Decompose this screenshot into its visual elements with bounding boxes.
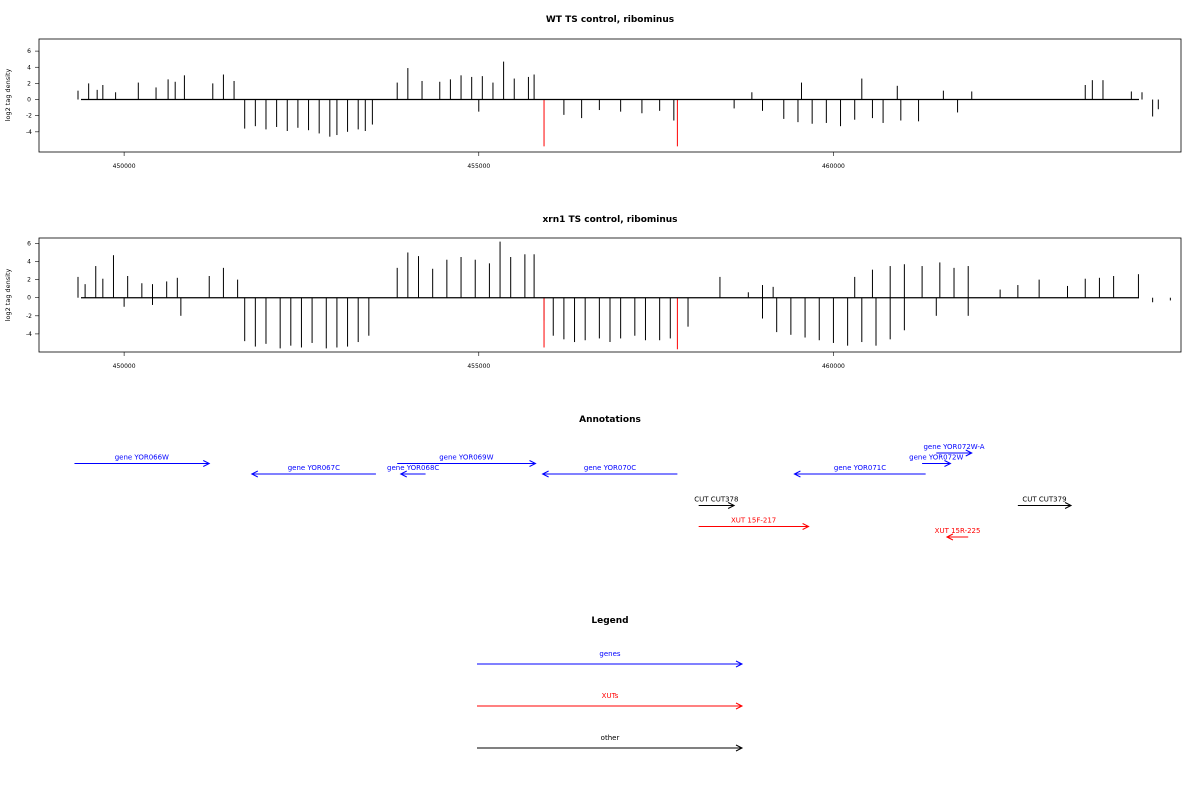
annotation-label: XUT 15F-217: [731, 517, 776, 525]
annotation-label: XUT 15R-225: [935, 527, 981, 535]
annotation-arrow: [698, 523, 810, 530]
y-tick-label: -2: [26, 113, 32, 120]
legend: Legend genes XUTs other: [477, 616, 744, 752]
wt-bars: [77, 61, 1159, 147]
annotation-arrow: [1017, 502, 1073, 509]
wt-plot-frame: [38, 38, 1182, 153]
annotation-arrow: [399, 470, 426, 478]
xrn1-axes: -4 -2 0 2 4 6 450000 455000 460000: [26, 240, 1139, 370]
y-tick-label: 0: [27, 97, 31, 104]
annotation-label: CUT CUT379: [1022, 496, 1066, 504]
annotation-label: gene YOR072W-A: [923, 443, 984, 451]
wt-axes: -4 -2 0 2 4 6 450000 455000 460000: [26, 48, 1139, 170]
xrn1-y-axis-label: log2 tag density: [4, 269, 12, 322]
y-tick-label: 4: [27, 259, 31, 266]
legend-items: genes XUTs other: [477, 650, 744, 752]
y-tick-label: -4: [26, 331, 32, 338]
y-tick-label: -2: [26, 313, 32, 320]
annotation-arrow: [922, 460, 952, 467]
legend-arrow: [477, 660, 744, 668]
y-tick-label: 2: [27, 80, 31, 87]
annotation-arrow: [698, 502, 736, 509]
xrn1-tag-density-panel: xrn1 TS control, ribominus log2 tag dens…: [4, 215, 1182, 370]
x-tick-label: 455000: [467, 363, 490, 370]
annotations-track: Annotations gene YOR066W gene YOR067C gene…: [74, 415, 1073, 541]
legend-title: Legend: [591, 616, 628, 626]
annotation-label: gene YOR071C: [834, 464, 886, 472]
x-tick-label: 455000: [467, 163, 490, 170]
y-tick-label: -4: [26, 129, 32, 136]
annotation-label: gene YOR066W: [115, 454, 169, 462]
annotation-arrow: [397, 460, 537, 467]
y-tick-label: 2: [27, 277, 31, 284]
annotation-label: gene YOR070C: [584, 464, 636, 472]
annotation-arrow: [74, 460, 211, 467]
xrn1-bars: [77, 241, 1171, 350]
wt-y-axis-label: log2 tag density: [4, 69, 12, 122]
annotation-label: gene YOR069W: [439, 454, 493, 462]
wt-tag-density-panel: WT TS control, ribominus log2 tag densit…: [4, 15, 1182, 170]
legend-label: other: [601, 734, 620, 742]
x-tick-label: 450000: [113, 363, 136, 370]
annotation-arrow: [936, 449, 973, 457]
annotation-label: gene YOR067C: [288, 464, 340, 472]
legend-label: XUTs: [602, 692, 619, 700]
y-tick-label: 4: [27, 64, 31, 71]
annotation-arrow: [945, 533, 969, 541]
annotation-label: CUT CUT378: [694, 496, 738, 504]
annotation-arrow: [793, 470, 926, 478]
legend-arrow: [477, 702, 744, 710]
annotation-arrow: [250, 470, 376, 478]
y-tick-label: 6: [27, 240, 31, 247]
legend-arrow: [477, 744, 744, 752]
annotation-label: gene YOR068C: [387, 464, 439, 472]
xrn1-panel-title: xrn1 TS control, ribominus: [542, 215, 677, 225]
x-tick-label: 450000: [113, 163, 136, 170]
annotation-arrow: [541, 470, 678, 478]
y-tick-label: 6: [27, 48, 31, 55]
legend-label: genes: [599, 650, 620, 658]
annotation-label: gene YOR072W: [909, 454, 963, 462]
y-tick-label: 0: [27, 295, 31, 302]
annotations-title: Annotations: [579, 415, 641, 425]
wt-panel-title: WT TS control, ribominus: [546, 15, 674, 25]
x-tick-label: 460000: [822, 363, 845, 370]
x-tick-label: 460000: [822, 163, 845, 170]
